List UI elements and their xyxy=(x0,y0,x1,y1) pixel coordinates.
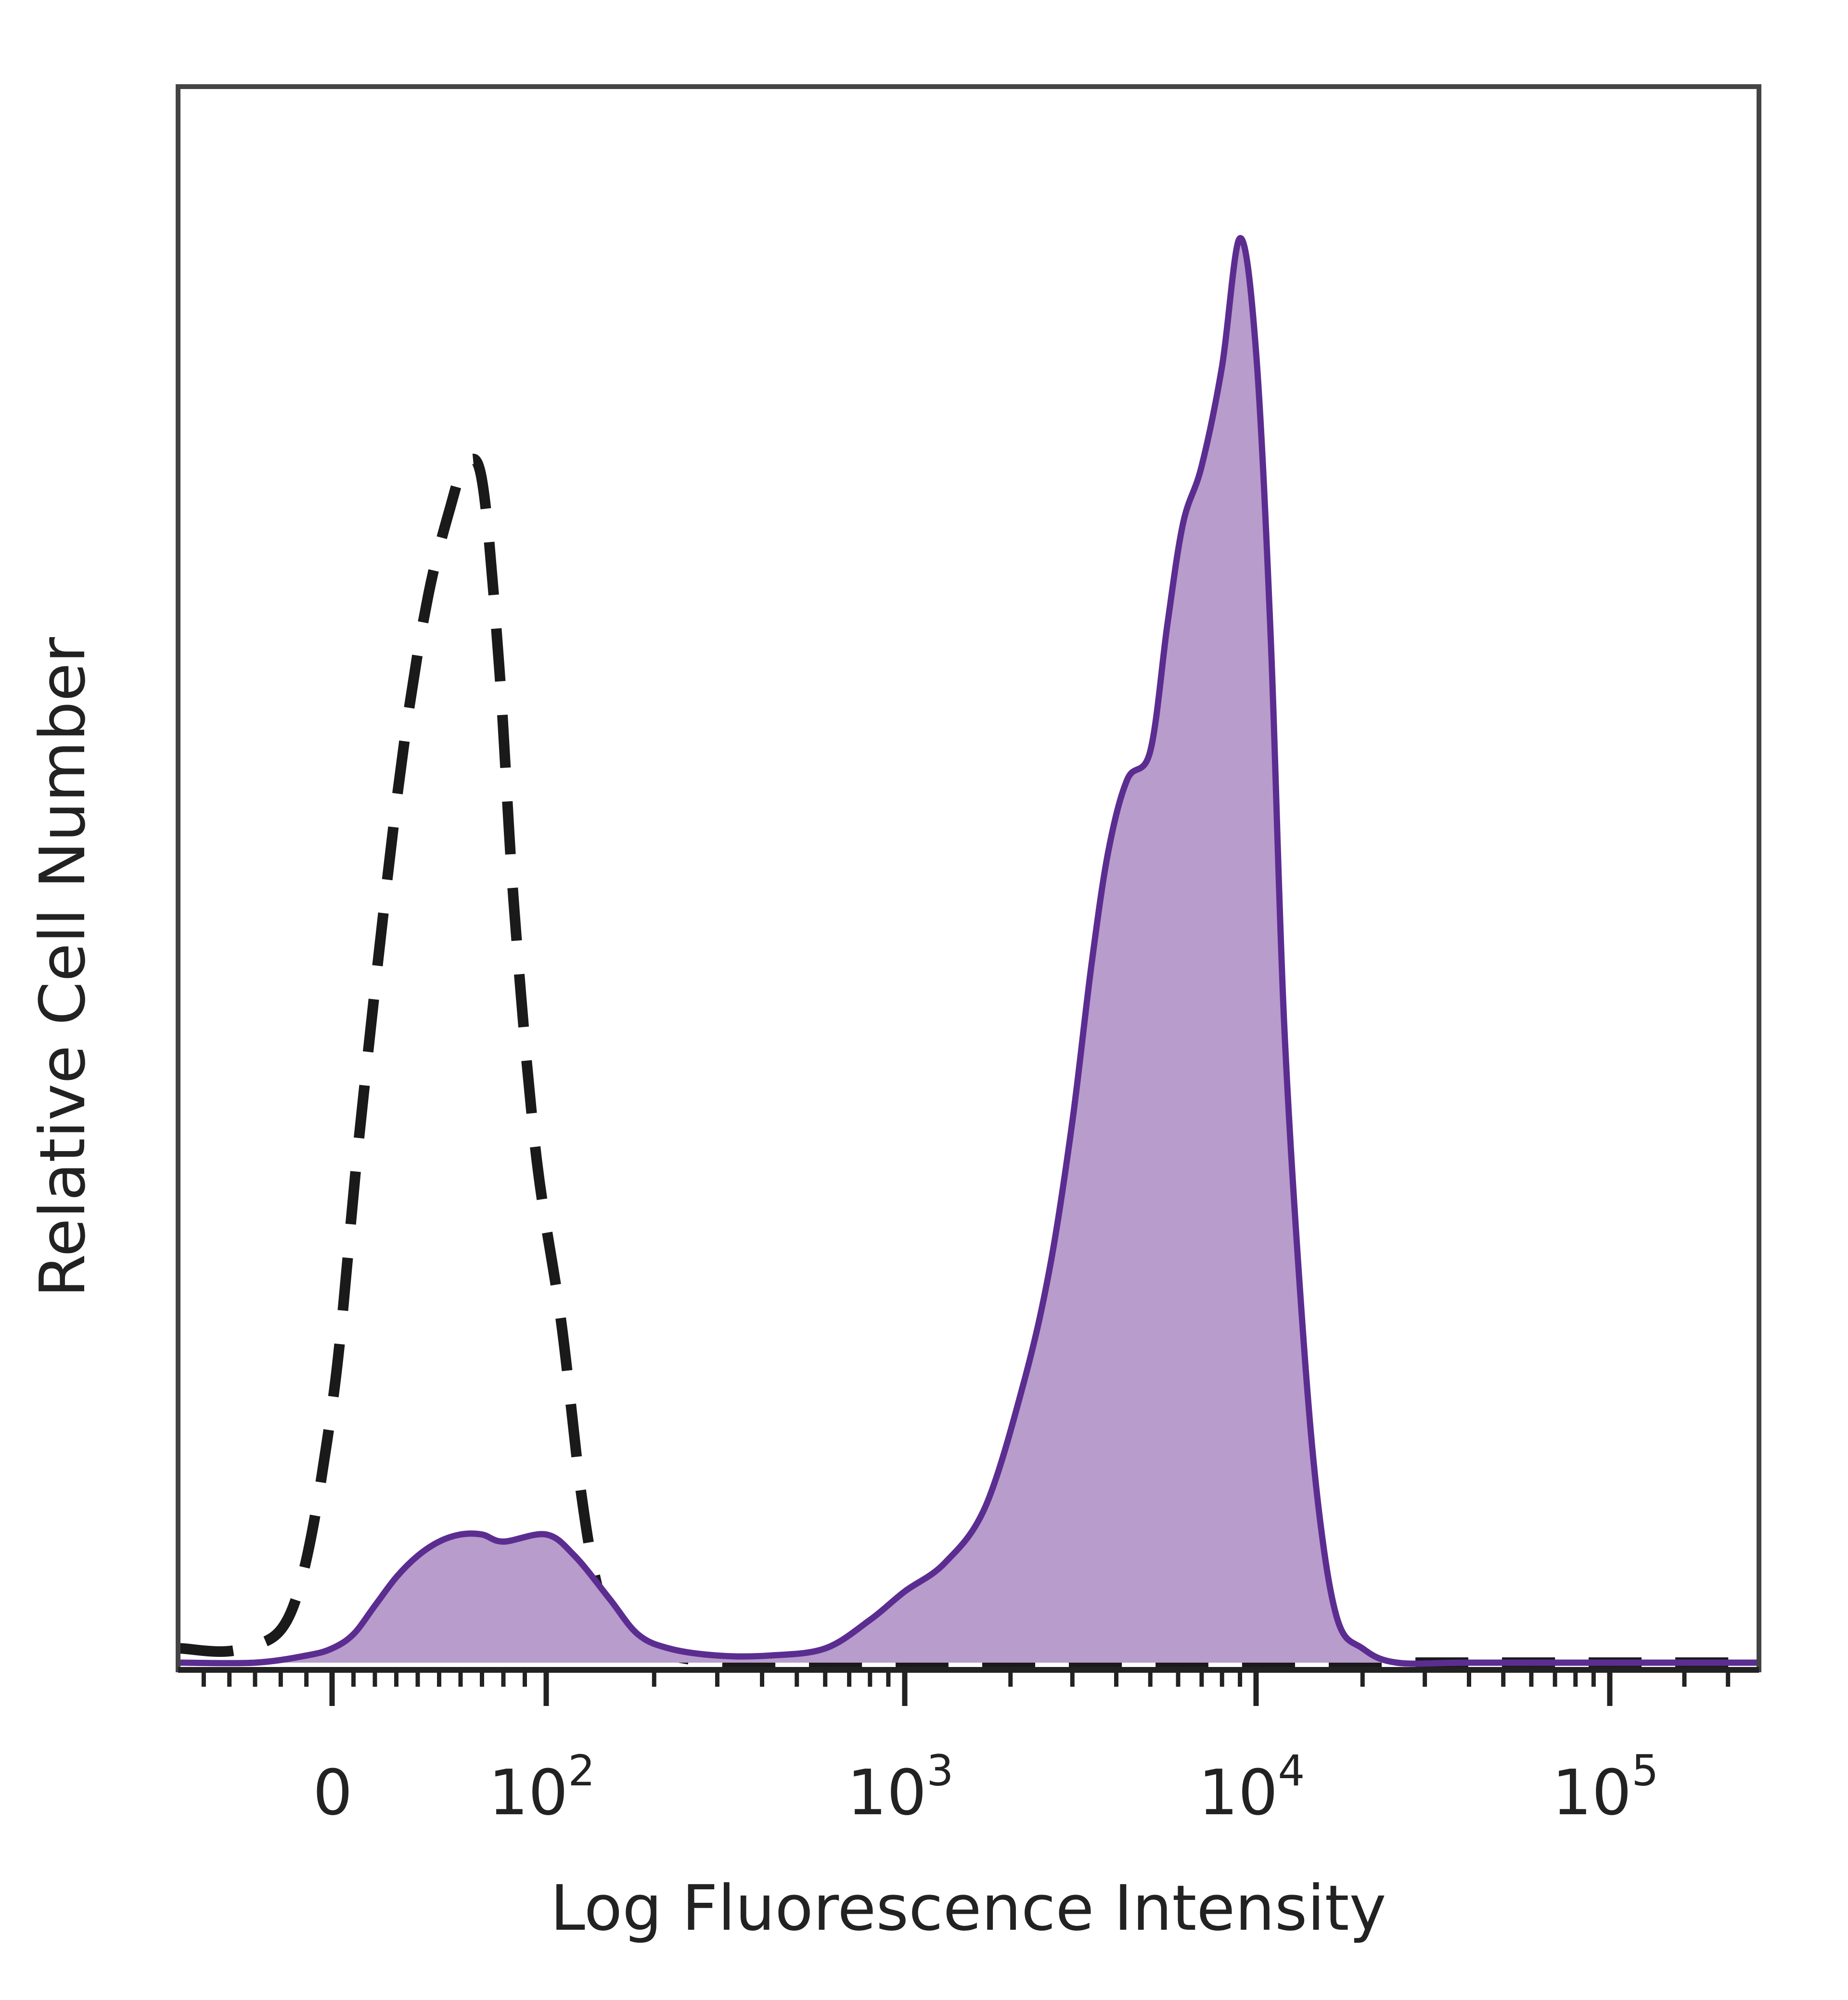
x-axis-label: Log Fluorescence Intensity xyxy=(550,1872,1386,1945)
x-tick-label-base: 10 xyxy=(1198,1756,1278,1829)
series-layer xyxy=(180,235,1757,1669)
x-tick-label-exponent: 2 xyxy=(568,1746,595,1795)
x-tick-label-base: 0 xyxy=(313,1756,353,1829)
x-tick-label-exponent: 4 xyxy=(1278,1746,1305,1795)
x-tick-label: 103 xyxy=(847,1746,953,1829)
x-tick-label-base: 10 xyxy=(488,1756,568,1829)
x-tick-label-base: 10 xyxy=(847,1756,926,1829)
stained-histogram-line xyxy=(180,235,1757,1667)
x-tick-label: 0 xyxy=(313,1756,353,1829)
x-axis: 0 102 103 104 105 xyxy=(178,1667,1759,1829)
x-tick-label-exponent: 5 xyxy=(1631,1746,1658,1795)
x-tick-label: 104 xyxy=(1198,1746,1305,1829)
x-tick-label-base: 10 xyxy=(1552,1756,1631,1829)
x-tick-label-exponent: 3 xyxy=(926,1746,953,1795)
plot-border xyxy=(176,84,1761,1672)
y-axis-label: Relative Cell Number xyxy=(26,637,99,1297)
x-tick-label: 102 xyxy=(488,1746,595,1829)
x-tick-label: 105 xyxy=(1552,1746,1658,1829)
plot-frame xyxy=(176,84,1761,1672)
